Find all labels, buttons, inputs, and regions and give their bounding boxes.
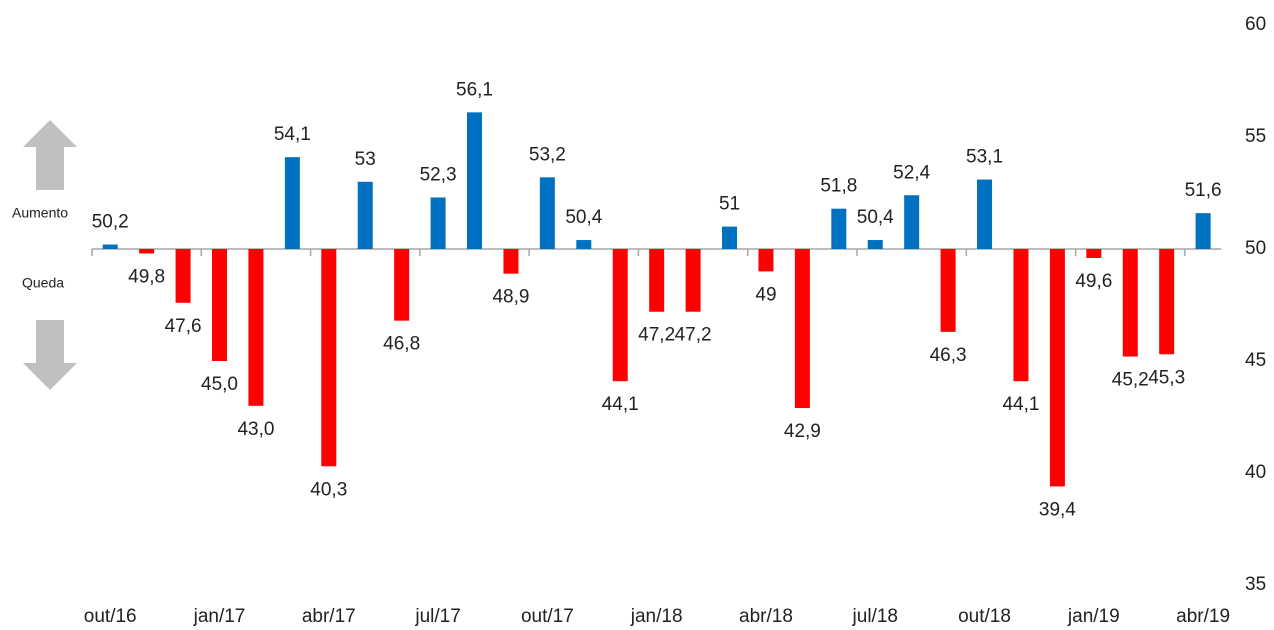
value-label: 46,3 [930,345,967,366]
value-label: 56,1 [456,79,493,100]
value-label: 50,4 [857,207,894,228]
bar [430,197,446,249]
value-label: 52,3 [420,164,457,185]
x-tick-label: abr/18 [739,606,793,627]
value-label: 45,0 [201,374,238,395]
bar [139,249,155,254]
bar [248,249,264,406]
bar [1013,249,1029,382]
value-label: 49 [755,284,776,305]
x-tick-label: out/16 [84,606,137,627]
value-label: 46,8 [383,334,420,355]
value-label: 47,6 [165,316,202,337]
bar [867,240,883,249]
annotation: Aumento [12,205,68,221]
bar [685,249,701,312]
bar [284,157,300,249]
value-label: 43,0 [237,419,274,440]
y-tick-label: 50 [1245,238,1266,259]
bar [1086,249,1102,258]
value-label: 47,2 [675,325,712,346]
value-label: 49,8 [128,266,165,287]
value-label: 39,4 [1039,499,1076,520]
bar [1049,249,1065,487]
value-label: 49,6 [1075,271,1112,292]
bar [1195,213,1211,249]
annotation: Queda [22,275,64,291]
x-tick-label: jan/17 [193,606,246,627]
bar [1159,249,1175,355]
bar [649,249,665,312]
value-label: 48,9 [492,287,529,308]
value-label: 51,6 [1185,180,1222,201]
value-label: 44,1 [1002,394,1039,415]
value-label: 42,9 [784,421,821,442]
bar [940,249,956,332]
down-arrow [23,320,77,390]
bar [467,112,483,249]
bar [357,181,373,249]
x-tick-label: jan/18 [630,606,683,627]
bar [904,195,920,249]
bar [175,249,191,303]
x-tick-label: abr/19 [1176,606,1230,627]
x-tick-label: jul/18 [852,606,898,627]
bar [576,240,592,249]
bar [321,249,337,467]
y-tick-label: 45 [1245,350,1266,371]
value-label: 45,2 [1112,370,1149,391]
value-label: 53 [355,149,376,170]
value-label: 45,3 [1148,367,1185,388]
bar [831,208,847,249]
bar [102,244,118,249]
value-label: 51 [719,194,740,215]
up-arrow [23,120,77,190]
value-label: 53,2 [529,144,566,165]
value-label: 51,8 [820,176,857,197]
value-label: 54,1 [274,124,311,145]
y-tick-label: 60 [1245,14,1266,35]
x-tick-label: jan/19 [1067,606,1120,627]
bar [503,249,519,274]
value-label: 52,4 [893,162,930,183]
value-label: 40,3 [310,479,347,500]
y-tick-label: 35 [1245,574,1266,595]
value-label: 50,2 [92,212,129,233]
bar [977,179,993,249]
value-label: 44,1 [602,394,639,415]
bar [212,249,228,361]
bar [612,249,628,382]
x-tick-label: abr/17 [302,606,356,627]
value-label: 50,4 [565,207,602,228]
bar [1122,249,1138,357]
x-tick-label: out/17 [521,606,574,627]
bar [722,226,738,249]
bar [394,249,410,321]
y-tick-label: 55 [1245,126,1266,147]
value-label: 47,2 [638,325,675,346]
y-tick-label: 40 [1245,462,1266,483]
bar [539,177,555,249]
value-label: 53,1 [966,147,1003,168]
bar [794,249,810,409]
bar [758,249,774,272]
x-tick-label: jul/17 [414,606,460,627]
x-tick-label: out/18 [958,606,1011,627]
